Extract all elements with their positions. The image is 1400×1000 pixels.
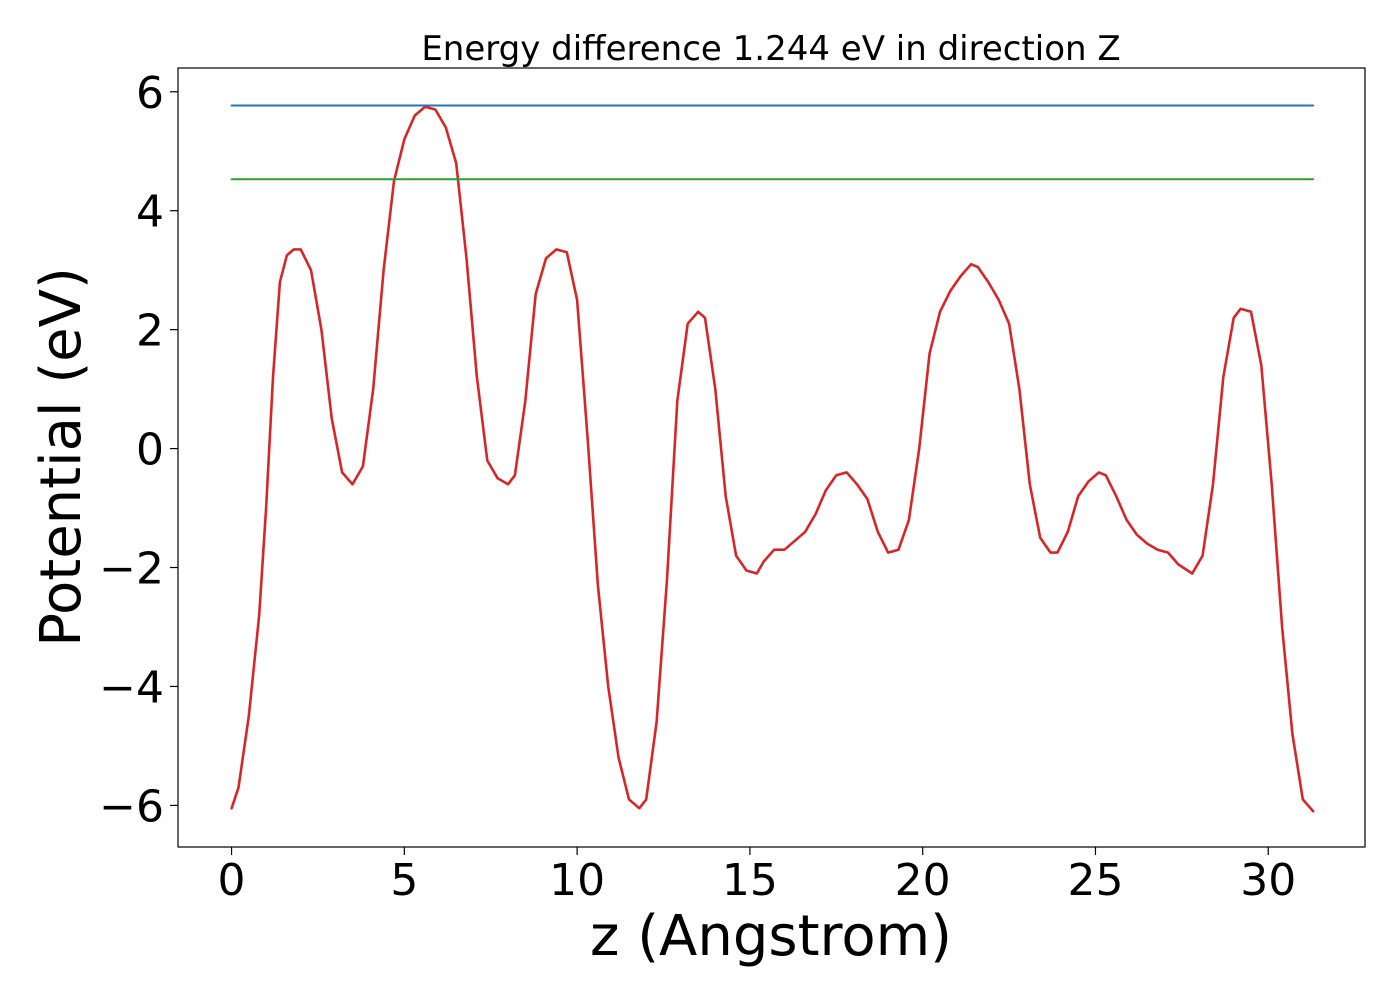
x-tick-label: 30 — [1240, 855, 1296, 906]
x-tick-label: 0 — [218, 855, 246, 906]
x-tick-label: 20 — [895, 855, 951, 906]
chart-title: Energy difference 1.244 eV in direction … — [421, 29, 1120, 69]
x-axis-ticks: 0 5 10 15 20 25 30 — [218, 847, 1296, 906]
series-line-1 — [230, 105, 1315, 813]
y-tick-label: 6 — [136, 68, 164, 119]
plot-lines — [230, 104, 1315, 813]
y-tick-label: 0 — [136, 425, 164, 476]
y-tick-label: −6 — [99, 781, 164, 832]
y-tick-label: −4 — [99, 662, 164, 713]
y-tick-label: −2 — [99, 544, 164, 595]
y-tick-label: 2 — [136, 306, 164, 357]
plot-frame — [177, 67, 1366, 848]
y-tick-label: 4 — [136, 187, 164, 238]
x-axis-label: z (Angstrom) — [590, 904, 952, 969]
y-axis-label: Potential (eV) — [29, 267, 94, 647]
x-tick-label: 10 — [549, 855, 605, 906]
x-tick-label: 5 — [390, 855, 418, 906]
x-tick-label: 25 — [1067, 855, 1123, 906]
y-axis-ticks: −6 −4 −2 0 2 4 6 — [99, 68, 178, 832]
x-tick-label: 15 — [722, 855, 778, 906]
